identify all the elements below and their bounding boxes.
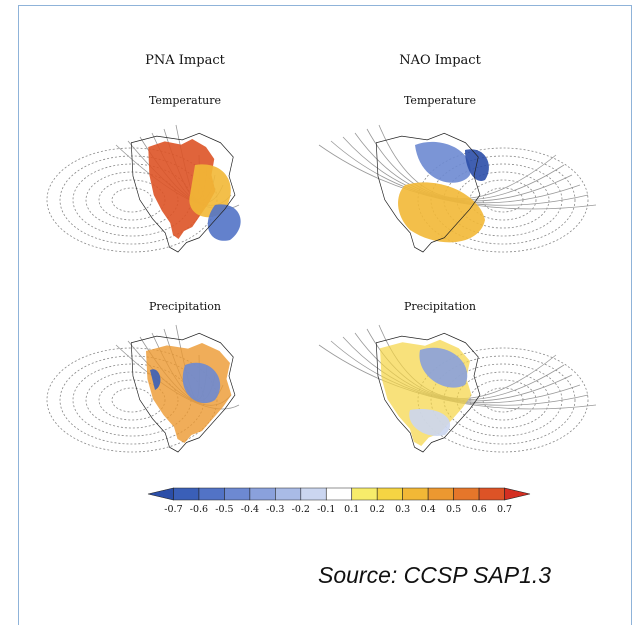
colorbar-segment bbox=[199, 488, 224, 500]
map-panel bbox=[47, 325, 239, 452]
colorbar-segment bbox=[326, 488, 351, 500]
colorbar-label: -0.4 bbox=[241, 504, 259, 515]
map-panel bbox=[47, 125, 241, 252]
colorbar-segment bbox=[505, 488, 530, 500]
colorbar-label: 0.1 bbox=[344, 504, 359, 515]
colorbar-segment bbox=[173, 488, 198, 500]
colorbar-label: 0.6 bbox=[472, 504, 487, 515]
column-title: PNA Impact bbox=[145, 53, 225, 68]
colorbar-segment bbox=[275, 488, 300, 500]
colorbar-label: 0.7 bbox=[497, 504, 512, 515]
colorbar-label: 0.3 bbox=[395, 504, 410, 515]
colorbar-label: 0.2 bbox=[370, 504, 385, 515]
colorbar-segment bbox=[454, 488, 479, 500]
colorbar-label: -0.6 bbox=[190, 504, 208, 515]
colorbar-segment bbox=[403, 488, 428, 500]
colorbar-segment bbox=[377, 488, 402, 500]
page: PNA Impact NAO Impact Temperature Temper… bbox=[0, 0, 642, 618]
colorbar-label: -0.5 bbox=[215, 504, 233, 515]
anomaly-region bbox=[398, 182, 485, 242]
colorbar-segment bbox=[479, 488, 504, 500]
colorbar-label: -0.2 bbox=[292, 504, 310, 515]
panel-title: Precipitation bbox=[404, 300, 476, 313]
panel-title: Temperature bbox=[404, 94, 476, 107]
anomaly-region bbox=[415, 142, 470, 183]
colorbar-segment bbox=[301, 488, 326, 500]
contour bbox=[112, 188, 152, 212]
colorbar-segment bbox=[428, 488, 453, 500]
contour bbox=[457, 372, 549, 428]
map-panel bbox=[319, 125, 596, 252]
colorbar-label: 0.4 bbox=[421, 504, 436, 515]
colorbar-segment bbox=[224, 488, 249, 500]
colorbar-segment bbox=[148, 488, 173, 500]
colorbar-label: -0.7 bbox=[164, 504, 182, 515]
colorbar-label: 0.5 bbox=[446, 504, 461, 515]
panel-title: Precipitation bbox=[149, 300, 221, 313]
map-panel bbox=[319, 325, 596, 452]
panel-title: Temperature bbox=[149, 94, 221, 107]
colorbar-segment bbox=[352, 488, 377, 500]
figure: PNA Impact NAO Impact Temperature Temper… bbox=[0, 0, 642, 618]
contour bbox=[112, 388, 152, 412]
colorbar-label: -0.1 bbox=[317, 504, 335, 515]
colorbar-segment bbox=[250, 488, 275, 500]
colorbar-label: -0.3 bbox=[266, 504, 284, 515]
source: Source: CCSP SAP1.3 bbox=[318, 562, 551, 589]
column-title: NAO Impact bbox=[399, 53, 481, 68]
